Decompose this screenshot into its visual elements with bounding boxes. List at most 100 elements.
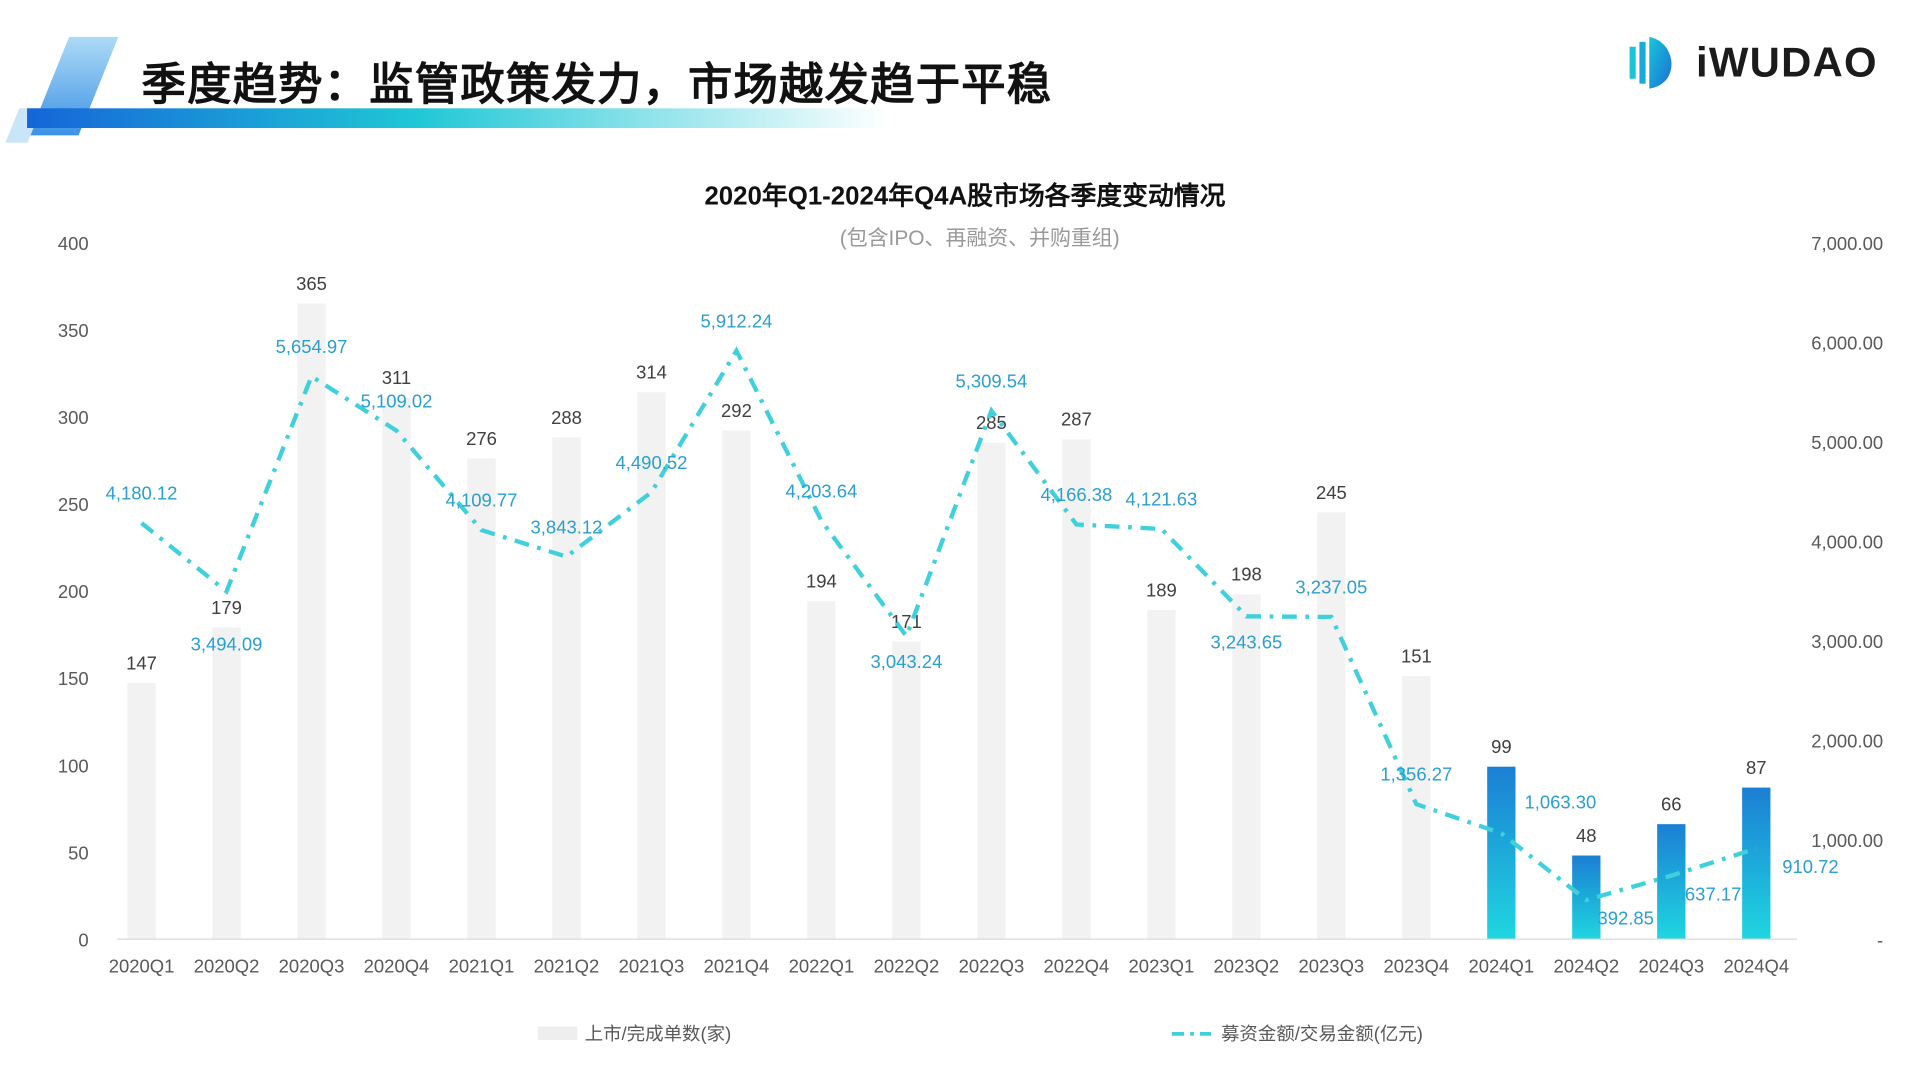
right-axis-tick: 5,000.00 xyxy=(1811,432,1883,453)
line-value-label: 3,237.05 xyxy=(1295,577,1367,598)
line-value-label: 5,109.02 xyxy=(361,390,433,411)
bar-value-label: 287 xyxy=(1061,409,1092,430)
category-label: 2024Q4 xyxy=(1723,955,1789,976)
bar-value-label: 66 xyxy=(1661,794,1682,815)
bar xyxy=(1232,594,1261,940)
category-label: 2024Q3 xyxy=(1638,955,1704,976)
line-value-label: 5,654.97 xyxy=(276,336,348,357)
line-value-label: 1,356.27 xyxy=(1380,764,1452,785)
legend-bar-swatch xyxy=(537,1026,578,1041)
left-axis-tick: 300 xyxy=(58,407,89,428)
line-value-label: 5,309.54 xyxy=(955,370,1027,391)
bar xyxy=(807,601,836,940)
bar-value-label: 311 xyxy=(382,367,411,388)
bar-value-label: 194 xyxy=(806,571,837,592)
right-axis-tick: 3,000.00 xyxy=(1811,631,1883,652)
bar xyxy=(977,442,1006,940)
bar xyxy=(382,397,411,940)
left-axis-tick: 350 xyxy=(58,320,89,341)
bar xyxy=(1742,787,1771,940)
right-axis-tick: 2,000.00 xyxy=(1811,730,1883,751)
category-label: 2022Q1 xyxy=(789,955,855,976)
bar-value-label: 151 xyxy=(1401,646,1432,667)
line-value-label: 3,494.09 xyxy=(191,633,263,654)
category-label: 2023Q3 xyxy=(1299,955,1365,976)
line-value-label: 5,912.24 xyxy=(701,310,773,331)
line-value-label: 392.85 xyxy=(1597,908,1653,929)
right-axis-tick: - xyxy=(1877,929,1883,950)
chart-subtitle: (包含IPO、再融资、并购重组) xyxy=(840,227,1120,250)
bar xyxy=(892,641,921,940)
bar-value-label: 288 xyxy=(551,407,582,428)
chart-title: 2020年Q1-2024年Q4A股市场各季度变动情况 xyxy=(704,180,1225,210)
line-value-label: 910.72 xyxy=(1782,856,1838,877)
legend-line-label: 募资金额/交易金额(亿元) xyxy=(1221,1023,1423,1044)
left-axis-tick: 200 xyxy=(58,581,89,602)
bar xyxy=(127,683,156,940)
line-value-label: 4,109.77 xyxy=(446,490,518,511)
logo-text: iWUDAO xyxy=(1696,38,1878,86)
category-label: 2020Q3 xyxy=(279,955,345,976)
bar xyxy=(1487,766,1516,940)
line-value-label: 3,843.12 xyxy=(531,516,603,537)
bar-value-label: 147 xyxy=(126,653,157,674)
category-label: 2020Q2 xyxy=(194,955,260,976)
bar-value-label: 48 xyxy=(1576,825,1597,846)
bar-value-label: 171 xyxy=(891,611,922,632)
bar xyxy=(1147,609,1176,940)
category-label: 2024Q2 xyxy=(1553,955,1619,976)
left-axis-tick: 400 xyxy=(58,233,89,254)
page-title: 季度趋势：监管政策发力，市场越发趋于平稳 xyxy=(141,59,1053,110)
category-label: 2021Q1 xyxy=(449,955,515,976)
left-axis-tick: 100 xyxy=(58,755,89,776)
category-label: 2023Q1 xyxy=(1129,955,1195,976)
line-series xyxy=(140,346,1757,903)
line-value-label: 4,180.12 xyxy=(106,483,178,504)
bar-value-label: 99 xyxy=(1491,736,1512,757)
category-label: 2021Q4 xyxy=(704,955,770,976)
bar-value-label: 276 xyxy=(466,428,497,449)
right-axis-tick: 6,000.00 xyxy=(1811,332,1883,353)
bar xyxy=(1062,439,1091,940)
bar-value-label: 198 xyxy=(1231,564,1262,585)
bar-value-label: 245 xyxy=(1316,482,1347,503)
category-label: 2023Q2 xyxy=(1214,955,1280,976)
left-axis-tick: 0 xyxy=(78,929,88,950)
header-gradient-bar xyxy=(27,108,889,129)
category-label: 2024Q1 xyxy=(1468,955,1534,976)
category-label: 2020Q4 xyxy=(364,955,430,976)
category-label: 2021Q3 xyxy=(619,955,685,976)
right-axis-tick: 1,000.00 xyxy=(1811,830,1883,851)
line-value-label: 4,121.63 xyxy=(1125,489,1197,510)
bar-value-label: 365 xyxy=(296,273,327,294)
bar xyxy=(1572,855,1601,940)
legend: 上市/完成单数(家) 募资金额/交易金额(亿元) xyxy=(537,1023,1423,1044)
bar-value-label: 179 xyxy=(211,597,242,618)
bar xyxy=(1402,676,1431,940)
left-axis-tick: 150 xyxy=(58,668,89,689)
bar xyxy=(1317,512,1346,940)
bar-value-label: 87 xyxy=(1746,757,1767,778)
bar-value-label: 292 xyxy=(721,400,752,421)
line-value-label: 1,063.30 xyxy=(1524,792,1596,813)
line-value-label: 3,043.24 xyxy=(871,651,943,672)
bar xyxy=(212,627,241,940)
line-value-label: 4,490.52 xyxy=(616,452,688,473)
category-label: 2022Q3 xyxy=(959,955,1025,976)
bar xyxy=(467,458,496,940)
bar-value-label: 189 xyxy=(1146,579,1177,600)
left-axis-tick: 250 xyxy=(58,494,89,515)
category-label: 2023Q4 xyxy=(1384,955,1450,976)
category-label: 2022Q4 xyxy=(1044,955,1110,976)
bar xyxy=(722,430,751,940)
bar xyxy=(637,392,666,940)
logo-icon xyxy=(1629,36,1672,89)
category-label: 2022Q2 xyxy=(874,955,940,976)
line-value-label: 3,243.65 xyxy=(1210,631,1282,652)
right-axis-tick: 7,000.00 xyxy=(1811,233,1883,254)
bar xyxy=(297,303,326,940)
bar xyxy=(552,437,581,940)
bar-value-label: 314 xyxy=(636,362,667,383)
